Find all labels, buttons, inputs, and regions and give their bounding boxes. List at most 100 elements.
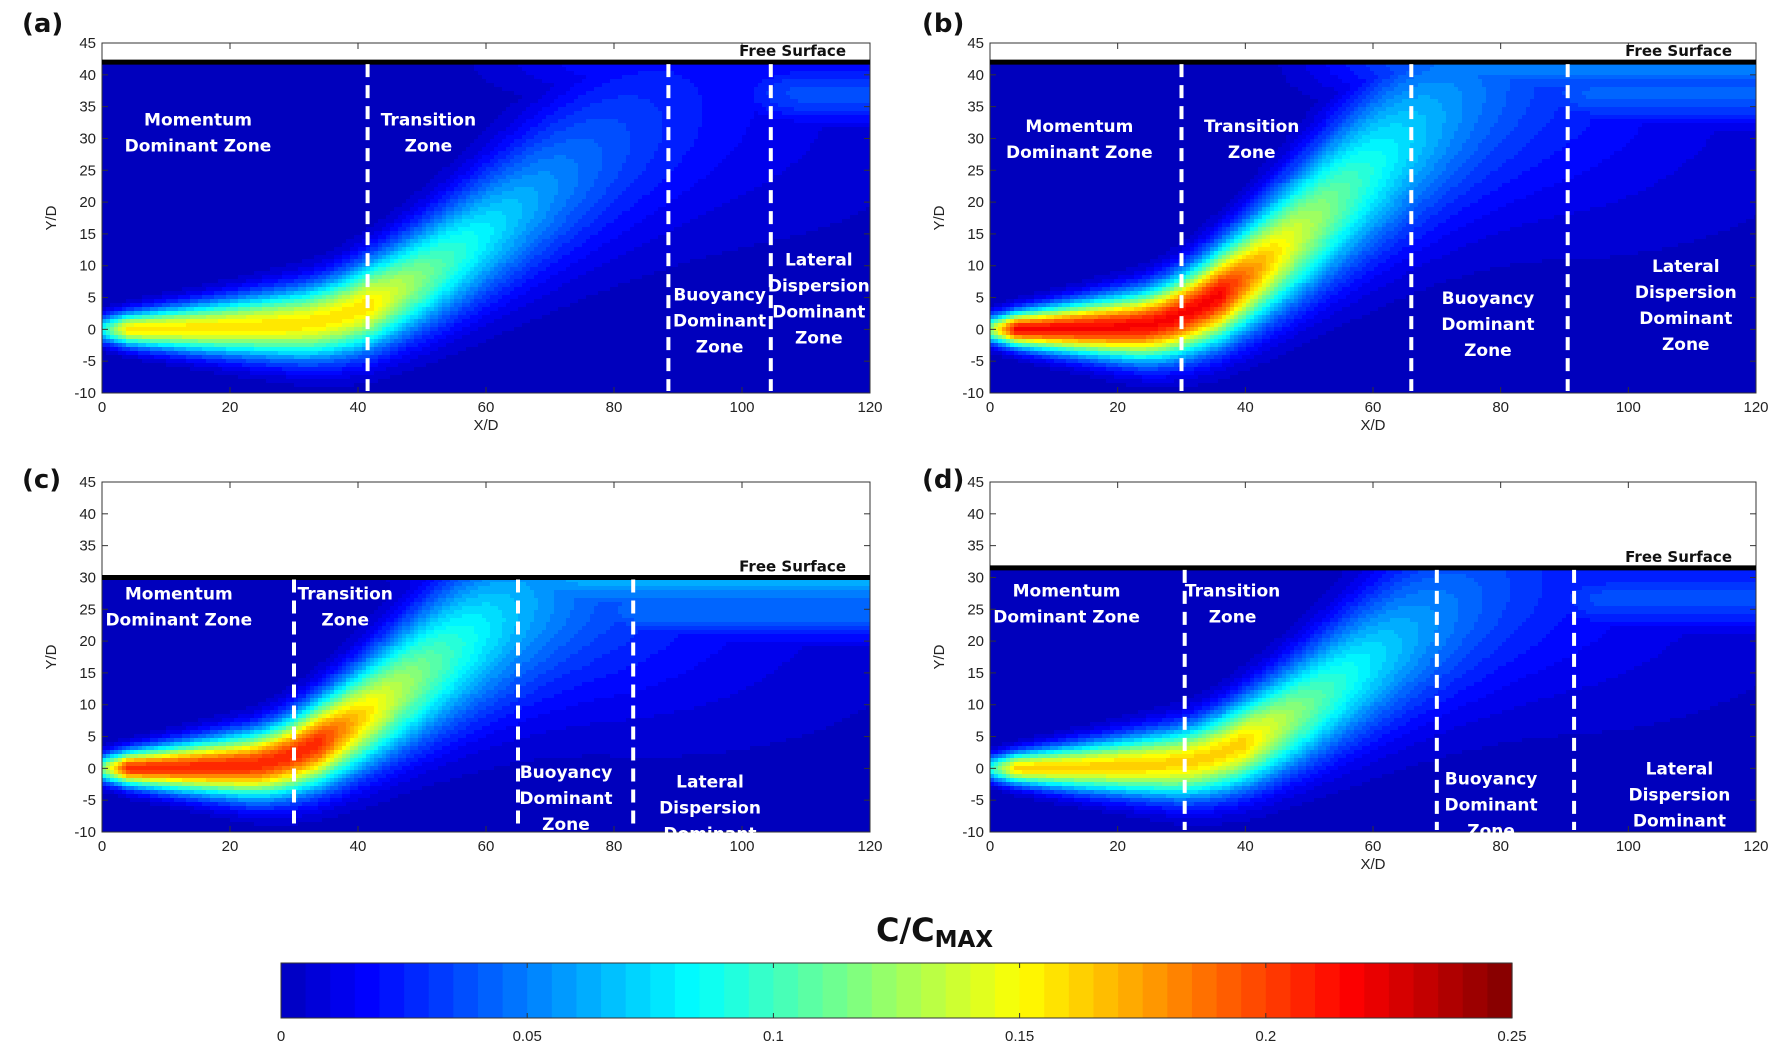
heatmap-cell <box>202 163 207 168</box>
heatmap-cell <box>642 107 647 112</box>
heatmap-cell <box>274 115 279 120</box>
heatmap-cell <box>150 107 155 112</box>
heatmap-cell <box>750 83 755 88</box>
heatmap-cell <box>842 143 847 148</box>
heatmap-cell <box>766 139 771 144</box>
heatmap-cell <box>282 107 287 112</box>
heatmap-cell <box>218 143 223 148</box>
heatmap-cell <box>598 131 603 136</box>
heatmap-cell <box>758 83 763 88</box>
heatmap-cell <box>106 67 111 72</box>
heatmap-cell <box>318 139 323 144</box>
heatmap-cell <box>522 151 527 156</box>
heatmap-cell <box>854 151 859 156</box>
heatmap-cell <box>670 155 675 160</box>
heatmap-cell <box>610 163 615 168</box>
heatmap-cell <box>282 163 287 168</box>
heatmap-cell <box>862 79 867 84</box>
heatmap-cell <box>766 111 771 116</box>
heatmap-cell <box>782 163 787 168</box>
heatmap-cell <box>626 119 631 124</box>
heatmap-cell <box>666 143 671 148</box>
heatmap-cell <box>302 139 307 144</box>
heatmap-cell <box>114 147 119 152</box>
heatmap-cell <box>122 95 127 100</box>
heatmap-cell <box>798 123 803 128</box>
heatmap-cell <box>566 147 571 152</box>
heatmap-cell <box>746 95 751 100</box>
heatmap-cell <box>498 159 503 164</box>
heatmap-cell <box>470 63 475 68</box>
heatmap-cell <box>710 111 715 116</box>
heatmap-cell <box>338 131 343 136</box>
heatmap-cell <box>226 131 231 136</box>
heatmap-cell <box>826 83 831 88</box>
heatmap-cell <box>806 143 811 148</box>
heatmap-cell <box>838 131 843 136</box>
heatmap-cell <box>834 71 839 76</box>
heatmap-cell <box>194 135 199 140</box>
heatmap-cell <box>230 127 235 132</box>
heatmap-cell <box>598 79 603 84</box>
heatmap-cell <box>142 67 147 72</box>
heatmap-cell <box>362 135 367 140</box>
heatmap-cell <box>638 159 643 164</box>
heatmap-cell <box>746 83 751 88</box>
heatmap-cell <box>574 63 579 68</box>
heatmap-cell <box>754 147 759 152</box>
heatmap-cell <box>726 107 731 112</box>
heatmap-cell <box>798 103 803 108</box>
heatmap-cell <box>734 159 739 164</box>
heatmap-cell <box>190 131 195 136</box>
heatmap-cell <box>414 159 419 164</box>
heatmap-cell <box>138 83 143 88</box>
heatmap-cell <box>330 99 335 104</box>
heatmap-cell <box>330 159 335 164</box>
heatmap-cell <box>534 95 539 100</box>
heatmap-cell <box>570 135 575 140</box>
heatmap-cell <box>166 115 171 120</box>
heatmap-cell <box>466 83 471 88</box>
heatmap-cell <box>802 103 807 108</box>
heatmap-cell <box>482 67 487 72</box>
heatmap-cell <box>358 83 363 88</box>
heatmap-cell <box>678 115 683 120</box>
heatmap-cell <box>542 71 547 76</box>
heatmap-cell <box>562 107 567 112</box>
heatmap-cell <box>234 147 239 152</box>
heatmap-cell <box>382 139 387 144</box>
heatmap-cell <box>202 111 207 116</box>
heatmap-cell <box>290 159 295 164</box>
heatmap-cell <box>586 131 591 136</box>
heatmap-cell <box>234 87 239 92</box>
heatmap-cell <box>150 163 155 168</box>
heatmap-cell <box>202 63 207 68</box>
heatmap-cell <box>798 135 803 140</box>
heatmap-cell <box>690 79 695 84</box>
heatmap-cell <box>866 111 870 116</box>
heatmap-cell <box>466 115 471 120</box>
heatmap-cell <box>326 151 331 156</box>
heatmap-cell <box>294 75 299 80</box>
heatmap-cell <box>578 87 583 92</box>
heatmap-cell <box>370 87 375 92</box>
heatmap-cell <box>554 83 559 88</box>
heatmap-cell <box>498 127 503 132</box>
heatmap-cell <box>574 123 579 128</box>
heatmap-cell <box>454 127 459 132</box>
heatmap-cell <box>402 63 407 68</box>
heatmap-cell <box>474 103 479 108</box>
heatmap-cell <box>454 107 459 112</box>
heatmap-cell <box>410 119 415 124</box>
heatmap-cell <box>158 103 163 108</box>
heatmap-cell <box>562 99 567 104</box>
heatmap-cell <box>566 163 571 168</box>
heatmap-cell <box>526 75 531 80</box>
heatmap-cell <box>738 119 743 124</box>
heatmap-cell <box>122 99 127 104</box>
heatmap-cell <box>826 75 831 80</box>
heatmap-cell <box>258 107 263 112</box>
heatmap-cell <box>294 103 299 108</box>
heatmap-cell <box>762 119 767 124</box>
heatmap-cell <box>586 135 591 140</box>
